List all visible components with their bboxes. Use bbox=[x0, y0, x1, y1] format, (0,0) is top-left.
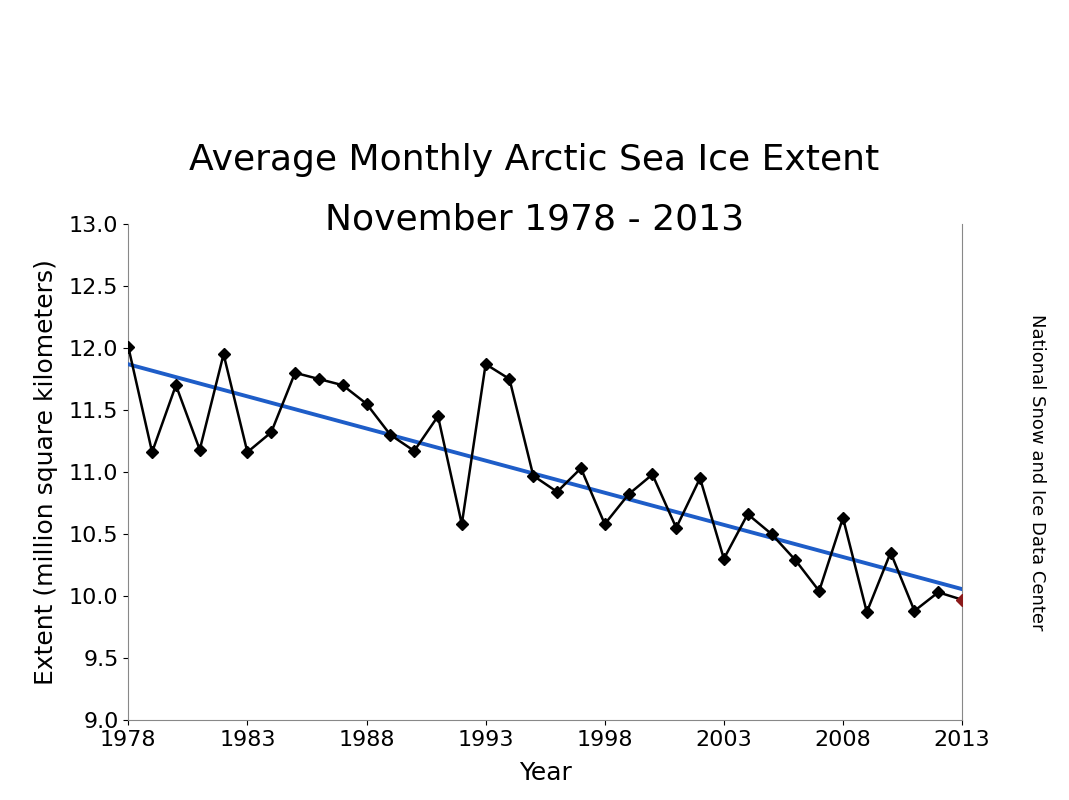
Text: National Snow and Ice Data Center: National Snow and Ice Data Center bbox=[1028, 314, 1045, 630]
X-axis label: Year: Year bbox=[518, 761, 572, 785]
Text: Average Monthly Arctic Sea Ice Extent: Average Monthly Arctic Sea Ice Extent bbox=[189, 143, 880, 177]
Y-axis label: Extent (million square kilometers): Extent (million square kilometers) bbox=[34, 259, 58, 685]
Text: November 1978 - 2013: November 1978 - 2013 bbox=[325, 203, 744, 237]
